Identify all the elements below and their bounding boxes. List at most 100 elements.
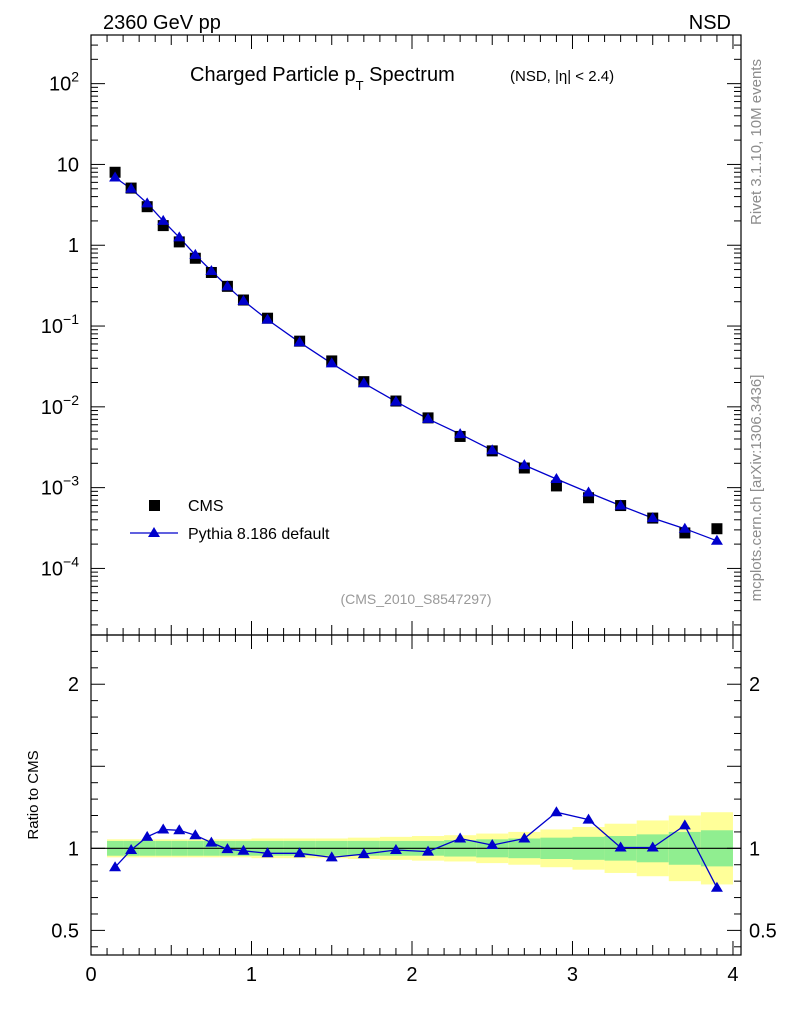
main-y-tick-label: 102 — [49, 69, 79, 96]
main-panel: 102 10 1 10−1 10−2 10−3 10−4 Charged Particle … — [41, 34, 742, 636]
pythia-data-point — [261, 313, 274, 324]
cms-data-point — [679, 527, 691, 539]
legend-pythia-label: Pythia 8.186 default — [188, 526, 330, 543]
pythia-line — [114, 176, 718, 542]
main-y-tick-label: 1 — [68, 235, 79, 257]
ratio-pythia-point — [389, 843, 402, 854]
x-tick-label: 4 — [727, 964, 738, 986]
pythia-data-point — [157, 214, 170, 225]
ratio-pythia-point — [614, 841, 627, 852]
ratio-pythia-point — [357, 848, 370, 859]
main-y-tick-label: 10 — [57, 154, 79, 176]
ratio-pythia-point — [486, 839, 499, 850]
cms-data-point — [173, 236, 185, 248]
chart-title-tail: Spectrum — [364, 64, 455, 86]
ratio-pythia-point — [157, 823, 170, 834]
process-label: NSD — [689, 12, 731, 34]
pythia-data-point — [109, 171, 122, 182]
ratio-pythia-point — [710, 881, 723, 892]
x-tick-labels: 0 1 2 3 4 — [85, 964, 738, 986]
main-y-tick-label: 10−4 — [41, 553, 79, 580]
energy-label: 2360 GeV pp — [103, 12, 221, 34]
pythia-data-point — [293, 336, 306, 347]
x-tick-label: 2 — [406, 964, 417, 986]
ratio-pythia-point — [550, 806, 563, 817]
ratio-pythia-point — [454, 832, 467, 843]
legend-cms-marker — [149, 500, 160, 511]
pythia-data-point — [189, 248, 202, 259]
pythia-data-point — [125, 182, 138, 193]
pythia-data-point — [614, 499, 627, 510]
pythia-data-point — [205, 264, 218, 275]
rivet-label: Rivet 3.1.10, 10M events — [748, 59, 765, 225]
pythia-data-point — [141, 197, 154, 208]
pythia-data-point — [678, 522, 691, 533]
pythia-data-point — [422, 412, 435, 423]
pythia-data-point — [221, 280, 234, 291]
chart-title-selection: (NSD, |η| < 2.4) — [510, 68, 614, 85]
x-tick-label: 1 — [246, 964, 257, 986]
ratio-pythia-point — [646, 841, 659, 852]
ratio-pythia-point — [141, 830, 154, 841]
ratio-panel: 2 2 1 1 0.5 0.5 0 1 2 3 4 Ratio to CMS — [25, 634, 777, 986]
ratio-pythia-point — [173, 824, 186, 835]
legend: CMS Pythia 8.186 default — [130, 498, 330, 543]
pythia-data-point — [646, 512, 659, 523]
ratio-pythia-point — [237, 844, 250, 855]
pythia-data-point — [454, 428, 467, 439]
ratio-pythia-point — [582, 813, 595, 824]
ratio-pythia-point — [189, 829, 202, 840]
pythia-data-point — [582, 486, 595, 497]
ratio-y-axis-title: Ratio to CMS — [25, 750, 42, 839]
main-y-tick-label: 10−1 — [41, 311, 79, 338]
ratio-y-tick-label-right: 1 — [749, 838, 760, 860]
mcplots-label: mcplots.cern.ch [arXiv:1306.3436] — [748, 375, 765, 602]
cms-data-point — [583, 492, 595, 504]
x-tick-label: 3 — [567, 964, 578, 986]
ratio-pythia-point — [293, 847, 306, 858]
ratio-pythia-point — [205, 836, 218, 847]
main-axis-ticks — [90, 34, 741, 635]
ratio-pythia-point — [678, 819, 691, 830]
ratio-y-tick-label-right: 2 — [749, 674, 760, 696]
analysis-watermark: (CMS_2010_S8547297) — [341, 591, 492, 607]
ratio-y-tick-label-left: 1 — [68, 838, 79, 860]
ratio-y-tick-label-left: 0.5 — [51, 920, 79, 942]
main-y-tick-labels: 102 10 1 10−1 10−2 10−3 10−4 — [41, 69, 79, 581]
ratio-pythia-point — [422, 845, 435, 856]
ratio-y-tick-label-right: 0.5 — [749, 920, 777, 942]
pythia-data-point — [237, 294, 250, 305]
legend-pythia-marker — [148, 527, 160, 537]
x-tick-label: 0 — [85, 964, 96, 986]
pythia-data-point — [173, 231, 186, 242]
pythia-data-point — [710, 534, 723, 545]
pythia-data-point — [518, 459, 531, 470]
chart-title-main: Charged Particle p — [190, 64, 356, 86]
pythia-data-point — [486, 444, 499, 455]
ratio-y-tick-labels: 2 2 1 1 0.5 0.5 — [51, 674, 777, 942]
chart-title: Charged Particle pT Spectrum — [190, 64, 455, 93]
main-series-layer — [109, 166, 723, 545]
ratio-pythia-point — [109, 861, 122, 872]
ratio-series-layer — [109, 806, 723, 892]
pythia-data-point — [389, 395, 402, 406]
ratio-frame — [90, 634, 742, 956]
cms-data-point — [550, 480, 562, 492]
ratio-axis-ticks — [90, 634, 741, 955]
ratio-pythia-point — [221, 843, 234, 854]
ratio-pythia-point — [325, 851, 338, 862]
ratio-pythia-point — [518, 832, 531, 843]
cms-data-point — [157, 220, 169, 232]
ratio-y-tick-label-left: 2 — [68, 674, 79, 696]
ratio-pythia-point — [125, 843, 138, 854]
main-frame — [90, 34, 742, 636]
main-y-tick-label: 10−3 — [41, 473, 79, 500]
main-y-tick-label: 10−2 — [41, 392, 79, 419]
pythia-data-point — [357, 377, 370, 388]
ratio-pythia-point — [261, 847, 274, 858]
legend-cms-label: CMS — [188, 498, 224, 515]
cms-data-point — [711, 523, 723, 535]
pythia-data-point — [550, 472, 563, 483]
chart-title-sub: T — [356, 78, 364, 93]
